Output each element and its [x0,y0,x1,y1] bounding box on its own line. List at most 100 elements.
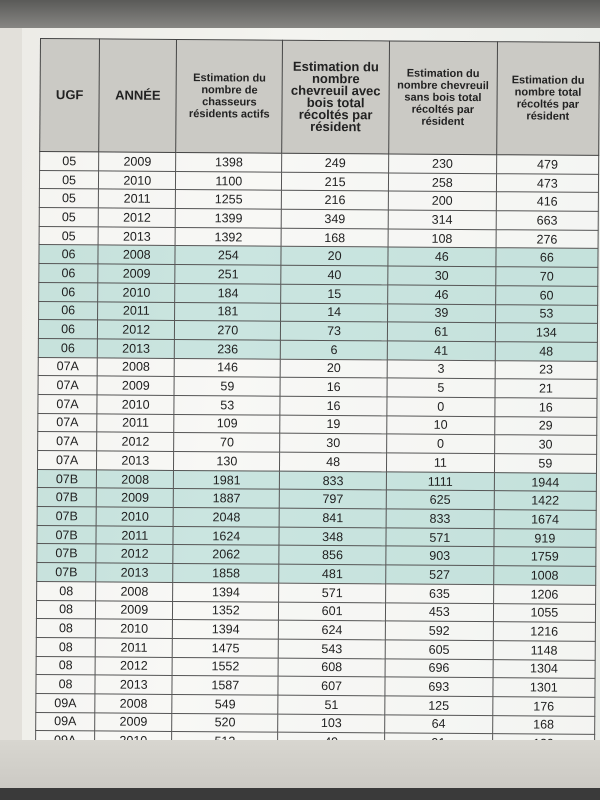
cell-annee: 2010 [95,619,173,639]
cell-chasseurs: 1624 [173,526,280,546]
cell-total: 70 [495,266,598,287]
cell-ugf: 08 [36,599,96,620]
cell-avec-bois: 215 [281,171,389,192]
cell-ugf: 07A [37,450,97,470]
cell-annee: 2009 [97,264,176,284]
cell-avec-bois: 51 [278,695,385,715]
cell-annee: 2010 [96,506,174,527]
cell-total: 1055 [493,603,596,623]
cell-chasseurs: 109 [174,414,281,434]
cell-total: 1206 [493,584,596,604]
cell-total: 59 [494,453,597,474]
cell-total: 1674 [493,509,597,530]
cell-sans-bois: 453 [385,602,494,622]
cell-avec-bois: 103 [277,713,385,734]
cell-annee: 2012 [96,432,175,452]
cell-sans-bois: 314 [388,209,497,230]
cell-chasseurs: 270 [174,320,281,341]
cell-chasseurs: 59 [174,376,281,397]
cell-annee: 2011 [98,189,176,209]
cell-ugf: 06 [38,263,99,283]
cell-total: 16 [494,397,597,418]
cell-ugf: 05 [39,151,99,171]
cell-avec-bois: 6 [280,340,388,360]
cell-ugf: 07A [38,375,98,395]
cell-ugf: 05 [39,188,99,208]
cell-annee: 2009 [95,600,173,620]
cell-chasseurs: 53 [174,395,281,415]
cell-chasseurs: 1394 [172,619,279,640]
cell-avec-bois: 40 [281,265,388,285]
cell-chasseurs: 1392 [175,227,282,247]
cell-total: 1008 [493,565,596,586]
cell-avec-bois: 16 [280,396,387,416]
cell-annee: 2009 [94,712,173,732]
harvest-table: UGF ANNÉE Estimation du nombre de chasse… [35,38,600,754]
cell-annee: 2008 [94,693,173,714]
cell-avec-bois: 30 [279,433,387,453]
cell-sans-bois: 61 [387,322,496,342]
cell-avec-bois: 571 [278,582,386,603]
cell-avec-bois: 16 [280,377,388,397]
cell-ugf: 09A [35,693,96,713]
cell-sans-bois: 592 [385,621,494,641]
cell-sans-bois: 833 [386,508,494,529]
cell-ugf: 07B [37,487,97,507]
cell-total: 1216 [493,621,596,642]
cell-chasseurs: 1475 [172,638,279,658]
cell-chasseurs: 1398 [175,152,283,172]
cell-avec-bois: 15 [280,284,388,304]
cell-sans-bois: 693 [384,677,493,697]
cell-sans-bois: 0 [386,396,495,417]
cell-total: 479 [496,154,599,175]
cell-annee: 2011 [97,301,176,321]
cell-chasseurs: 181 [174,301,281,322]
cell-annee: 2013 [95,675,173,695]
cell-annee: 2012 [95,656,173,676]
cell-ugf: 06 [38,319,98,339]
cell-chasseurs: 70 [173,432,281,453]
cell-ugf: 07B [37,469,97,489]
monitor-edge [0,788,600,800]
cell-avec-bois: 73 [280,321,388,341]
cell-annee: 2012 [97,320,175,340]
cell-ugf: 07A [37,394,98,414]
cell-avec-bois: 856 [279,545,386,566]
cell-annee: 2008 [97,357,175,377]
cell-total: 66 [495,248,599,268]
cell-sans-bois: 635 [385,583,494,604]
cell-avec-bois: 608 [278,657,386,678]
cell-annee: 2013 [95,563,174,583]
cell-annee: 2012 [98,207,176,228]
cell-avec-bois: 14 [280,302,388,323]
cell-total: 1304 [492,659,596,679]
cell-ugf: 08 [36,618,96,638]
cell-chasseurs: 251 [175,264,282,285]
cell-ugf: 06 [38,300,98,321]
cell-avec-bois: 216 [281,190,389,210]
cell-annee: 2011 [95,637,173,658]
cell-annee: 2009 [97,376,175,396]
cell-avec-bois: 601 [278,601,386,622]
cell-sans-bois: 30 [387,266,496,286]
header-row: UGF ANNÉE Estimation du nombre de chasse… [39,38,600,156]
cell-avec-bois: 48 [279,452,387,472]
header-avec-bois: Estimation du nombre chevreuil avec bois… [282,40,390,154]
cell-chasseurs: 1981 [173,470,280,490]
cell-chasseurs: 1587 [172,675,279,696]
cell-total: 1944 [494,472,597,492]
cell-sans-bois: 3 [387,359,496,379]
cell-annee: 2008 [98,245,176,265]
cell-annee: 2008 [96,469,174,489]
cell-ugf: 07B [37,506,97,526]
cell-total: 30 [494,434,597,455]
cell-sans-bois: 200 [388,191,497,211]
cell-total: 1148 [492,640,596,660]
cell-annee: 2009 [98,151,177,172]
cell-sans-bois: 258 [388,172,497,193]
cell-ugf: 06 [38,338,98,358]
header-annee: ANNÉE [98,38,177,153]
cell-ugf: 06 [38,282,98,302]
cell-chasseurs: 1352 [172,600,279,621]
cell-avec-bois: 20 [280,358,388,379]
